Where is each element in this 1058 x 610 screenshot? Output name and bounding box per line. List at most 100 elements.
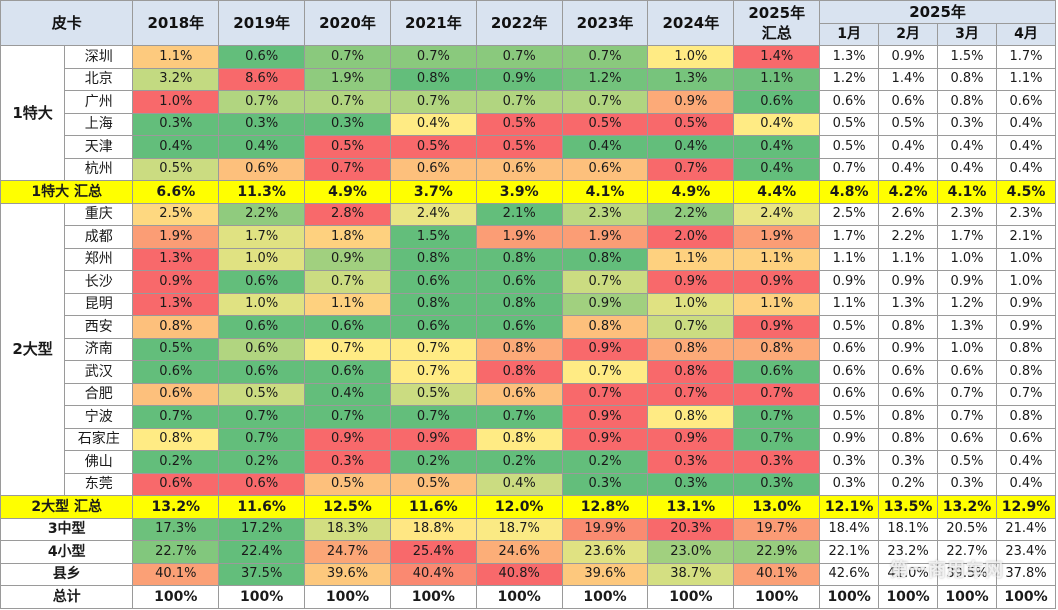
city-label: 宁波 bbox=[64, 405, 134, 429]
year-value-cell: 0.7% bbox=[561, 90, 649, 114]
year-value-cell: 0.3% bbox=[647, 450, 735, 474]
year-value-cell: 0.6% bbox=[218, 472, 306, 496]
month-value-cell: 0.3% bbox=[819, 450, 880, 474]
month-value-cell: 0.5% bbox=[819, 135, 880, 159]
year-value-cell: 0.4% bbox=[389, 112, 477, 136]
month-value-cell: 0.6% bbox=[937, 427, 997, 451]
year-value-cell: 0.3% bbox=[132, 112, 220, 136]
year-value-cell: 3.7% bbox=[389, 180, 477, 204]
year-value-cell: 0.7% bbox=[647, 157, 735, 181]
category-row: 4小型 22.7% 22.4% 24.7% 25.4% 24.6% 23.6% 23.0% 22… bbox=[0, 540, 1056, 564]
month-value-cell: 18.1% bbox=[878, 517, 939, 541]
month-value-cell: 41.0% bbox=[878, 562, 939, 586]
year-value-cell: 0.4% bbox=[561, 135, 649, 159]
corner-header: 皮卡 bbox=[0, 0, 134, 46]
month-value-cell: 1.0% bbox=[996, 247, 1056, 271]
year-value-cell: 0.8% bbox=[475, 360, 563, 384]
year-value-cell: 100% bbox=[647, 585, 735, 609]
month-value-cell: 0.9% bbox=[996, 292, 1056, 316]
year-value-cell: 1.0% bbox=[218, 292, 306, 316]
month-value-cell: 0.5% bbox=[819, 315, 880, 339]
year-value-cell: 0.7% bbox=[304, 270, 391, 294]
year-value-cell: 0.8% bbox=[132, 427, 220, 451]
year-value-cell: 4.9% bbox=[647, 180, 735, 204]
month-value-cell: 20.5% bbox=[937, 517, 997, 541]
year-value-cell: 0.6% bbox=[561, 157, 649, 181]
month-value-cell: 0.3% bbox=[878, 450, 939, 474]
month-value-cell: 22.1% bbox=[819, 540, 880, 564]
year-value-cell: 0.7% bbox=[561, 382, 649, 406]
month-value-cell: 1.1% bbox=[819, 247, 880, 271]
year-value-cell: 17.2% bbox=[218, 517, 306, 541]
year-value-cell: 0.9% bbox=[733, 315, 821, 339]
month-value-cell: 2.5% bbox=[819, 202, 880, 226]
year-value-cell: 3.2% bbox=[132, 67, 220, 91]
year-value-cell: 0.8% bbox=[733, 337, 821, 361]
year-value-cell: 1.9% bbox=[733, 225, 821, 249]
month-value-cell: 0.9% bbox=[819, 270, 880, 294]
year-value-cell: 0.7% bbox=[304, 405, 391, 429]
month-value-cell: 0.8% bbox=[878, 405, 939, 429]
year-value-cell: 0.7% bbox=[218, 427, 306, 451]
year-value-cell: 0.6% bbox=[475, 382, 563, 406]
year-value-cell: 40.1% bbox=[733, 562, 821, 586]
year-value-cell: 0.7% bbox=[389, 405, 477, 429]
year-value-cell: 18.7% bbox=[475, 517, 563, 541]
month-value-cell: 22.7% bbox=[937, 540, 997, 564]
year-value-cell: 1.9% bbox=[475, 225, 563, 249]
month-value-cell: 0.4% bbox=[996, 450, 1056, 474]
month-value-cell: 0.3% bbox=[819, 472, 880, 496]
month-value-cell: 1.1% bbox=[819, 292, 880, 316]
year-value-cell: 1.3% bbox=[132, 247, 220, 271]
summary-row: 2大型 汇总 13.2% 11.6% 12.5% 11.6% 12.0% 12.8% 13.1… bbox=[0, 495, 1056, 519]
table-row: 2大型 重庆 2.5% 2.2% 2.8% 2.4% 2.1% 2.3% 2.2% 2.4% 2.5… bbox=[0, 202, 1056, 496]
month-value-cell: 0.8% bbox=[878, 315, 939, 339]
month-value-cell: 1.3% bbox=[937, 315, 997, 339]
month-value-cell: 2.2% bbox=[878, 225, 939, 249]
year-value-cell: 1.1% bbox=[733, 67, 821, 91]
year-value-cell: 0.3% bbox=[304, 112, 391, 136]
year-header: 2021年 bbox=[389, 0, 477, 46]
summary-label: 2大型 汇总 bbox=[0, 495, 134, 519]
year-value-cell: 0.9% bbox=[733, 270, 821, 294]
year-value-cell: 13.1% bbox=[647, 495, 735, 519]
month-value-cell: 42.6% bbox=[819, 562, 880, 586]
year-value-cell: 0.6% bbox=[389, 157, 477, 181]
year-value-cell: 6.6% bbox=[132, 180, 220, 204]
year-value-cell: 0.4% bbox=[733, 112, 821, 136]
year-value-cell: 0.5% bbox=[132, 157, 220, 181]
year-value-cell: 0.7% bbox=[475, 90, 563, 114]
year-value-cell: 1.1% bbox=[647, 247, 735, 271]
table-row: 上海 0.3% 0.3% 0.3% 0.4% 0.5% 0.5% 0.5% 0.4% 0.5% 0.… bbox=[1, 112, 1056, 136]
year-value-cell: 0.7% bbox=[733, 427, 821, 451]
month-value-cell: 0.5% bbox=[937, 450, 997, 474]
year-value-cell: 1.0% bbox=[647, 292, 735, 316]
year-value-cell: 2.5% bbox=[132, 202, 220, 226]
month-value-cell: 1.1% bbox=[878, 247, 939, 271]
year-value-cell: 100% bbox=[304, 585, 391, 609]
year-value-cell: 0.4% bbox=[647, 135, 735, 159]
year-value-cell: 11.3% bbox=[218, 180, 306, 204]
year-value-cell: 1.8% bbox=[304, 225, 391, 249]
year-value-cell: 18.8% bbox=[389, 517, 477, 541]
year-value-cell: 100% bbox=[561, 585, 649, 609]
year-value-cell: 0.6% bbox=[218, 270, 306, 294]
month-value-cell: 1.7% bbox=[937, 225, 997, 249]
year-value-cell: 4.4% bbox=[733, 180, 821, 204]
month-value-cell: 0.5% bbox=[878, 112, 939, 136]
month-value-cell: 4.2% bbox=[878, 180, 939, 204]
month-value-cell: 1.7% bbox=[819, 225, 880, 249]
table-row: 东莞 0.6% 0.6% 0.5% 0.5% 0.4% 0.3% 0.3% 0.3% 0.3% 0.… bbox=[1, 472, 1056, 496]
year-value-cell: 0.8% bbox=[389, 292, 477, 316]
year-value-cell: 0.7% bbox=[304, 90, 391, 114]
year-value-cell: 1.0% bbox=[647, 45, 735, 69]
month-value-cell: 1.0% bbox=[937, 337, 997, 361]
city-label: 郑州 bbox=[64, 247, 134, 271]
year-value-cell: 0.7% bbox=[561, 45, 649, 69]
year-value-cell: 100% bbox=[218, 585, 306, 609]
year-value-cell: 0.6% bbox=[218, 315, 306, 339]
year-value-cell: 0.4% bbox=[132, 135, 220, 159]
year-value-cell: 0.3% bbox=[733, 450, 821, 474]
year-header: 2019年 bbox=[218, 0, 306, 46]
